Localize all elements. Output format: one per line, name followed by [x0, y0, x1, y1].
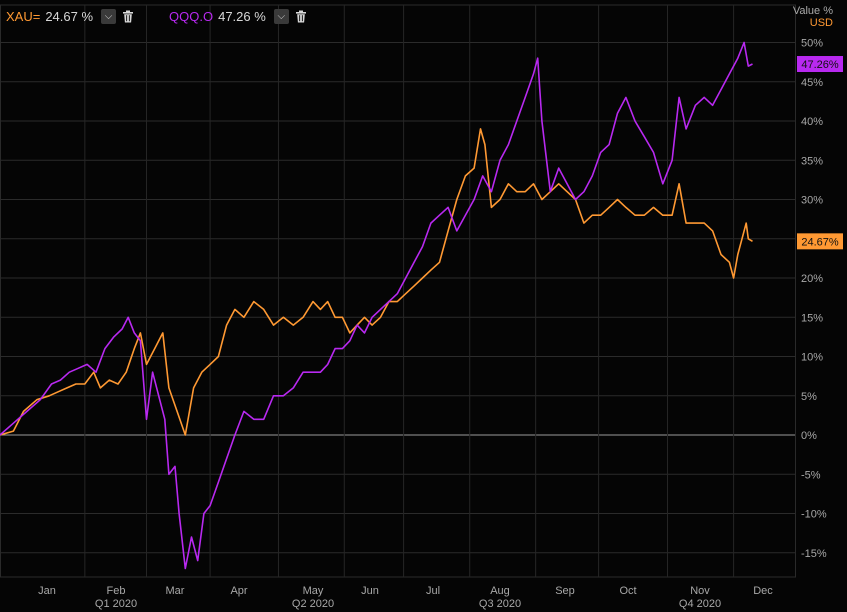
x-quarter-label: Q1 2020 [95, 598, 137, 610]
y-axis-unit: USD [809, 17, 833, 29]
y-tick-label: 0% [801, 430, 817, 442]
legend-value-xau: 24.67 % [45, 8, 94, 24]
x-month-label: Jun [361, 585, 379, 597]
y-tick-label: 15% [801, 312, 823, 324]
x-month-label: Oct [619, 585, 636, 597]
x-quarter-label: Q4 2020 [679, 598, 721, 610]
x-month-label: Dec [753, 585, 773, 597]
y-tick-label: 30% [801, 195, 823, 207]
xau-end-badge: 24.67% [801, 236, 839, 248]
qqq-end-badge: 47.26% [801, 59, 839, 71]
y-tick-label: -5% [801, 469, 821, 481]
x-month-label: May [303, 585, 324, 597]
x-month-label: Aug [490, 585, 510, 597]
y-tick-label: 20% [801, 273, 823, 285]
xau-series-line [0, 128, 753, 436]
x-month-label: Nov [690, 585, 710, 597]
y-tick-label: -10% [801, 509, 827, 521]
x-month-label: Feb [107, 585, 126, 597]
legend-value-qqq: 47.26 % [218, 8, 266, 24]
x-quarter-label: Q2 2020 [292, 598, 334, 610]
chevron-down-icon[interactable]: ⌵ [101, 8, 117, 24]
x-month-label: Apr [230, 585, 247, 597]
legend-bar: XAU= 24.67 % ⌵ QQQ.O 47.26 % ⌵ [6, 6, 308, 26]
chevron-down-icon[interactable]: ⌵ [273, 8, 289, 24]
y-tick-label: 50% [801, 38, 823, 50]
x-month-label: Jul [426, 585, 440, 597]
x-month-label: Jan [38, 585, 56, 597]
x-month-label: Sep [555, 585, 575, 597]
qqq-end-badge-bg [797, 56, 843, 73]
xau-end-badge-bg [797, 233, 843, 250]
x-quarter-label: Q3 2020 [479, 598, 521, 610]
y-axis-title: Value % [792, 5, 833, 17]
legend-item-xau: XAU= 24.67 % ⌵ [6, 8, 135, 24]
y-tick-label: -15% [801, 548, 827, 560]
y-tick-label: 5% [801, 391, 817, 403]
y-tick-label: 10% [801, 352, 823, 364]
trash-icon[interactable] [121, 9, 135, 24]
y-tick-label: 45% [801, 77, 823, 89]
legend-item-qqq: QQQ.O 47.26 % ⌵ [169, 8, 308, 24]
y-tick-label: 40% [801, 116, 823, 128]
plot-frame [0, 4, 796, 578]
legend-ticker-xau[interactable]: XAU= [6, 8, 41, 24]
x-month-label: Mar [166, 585, 185, 597]
legend-ticker-qqq[interactable]: QQQ.O [169, 8, 214, 24]
y-tick-label: 35% [801, 155, 823, 167]
qqq-series-line [0, 41, 753, 570]
trash-icon[interactable] [294, 9, 308, 24]
